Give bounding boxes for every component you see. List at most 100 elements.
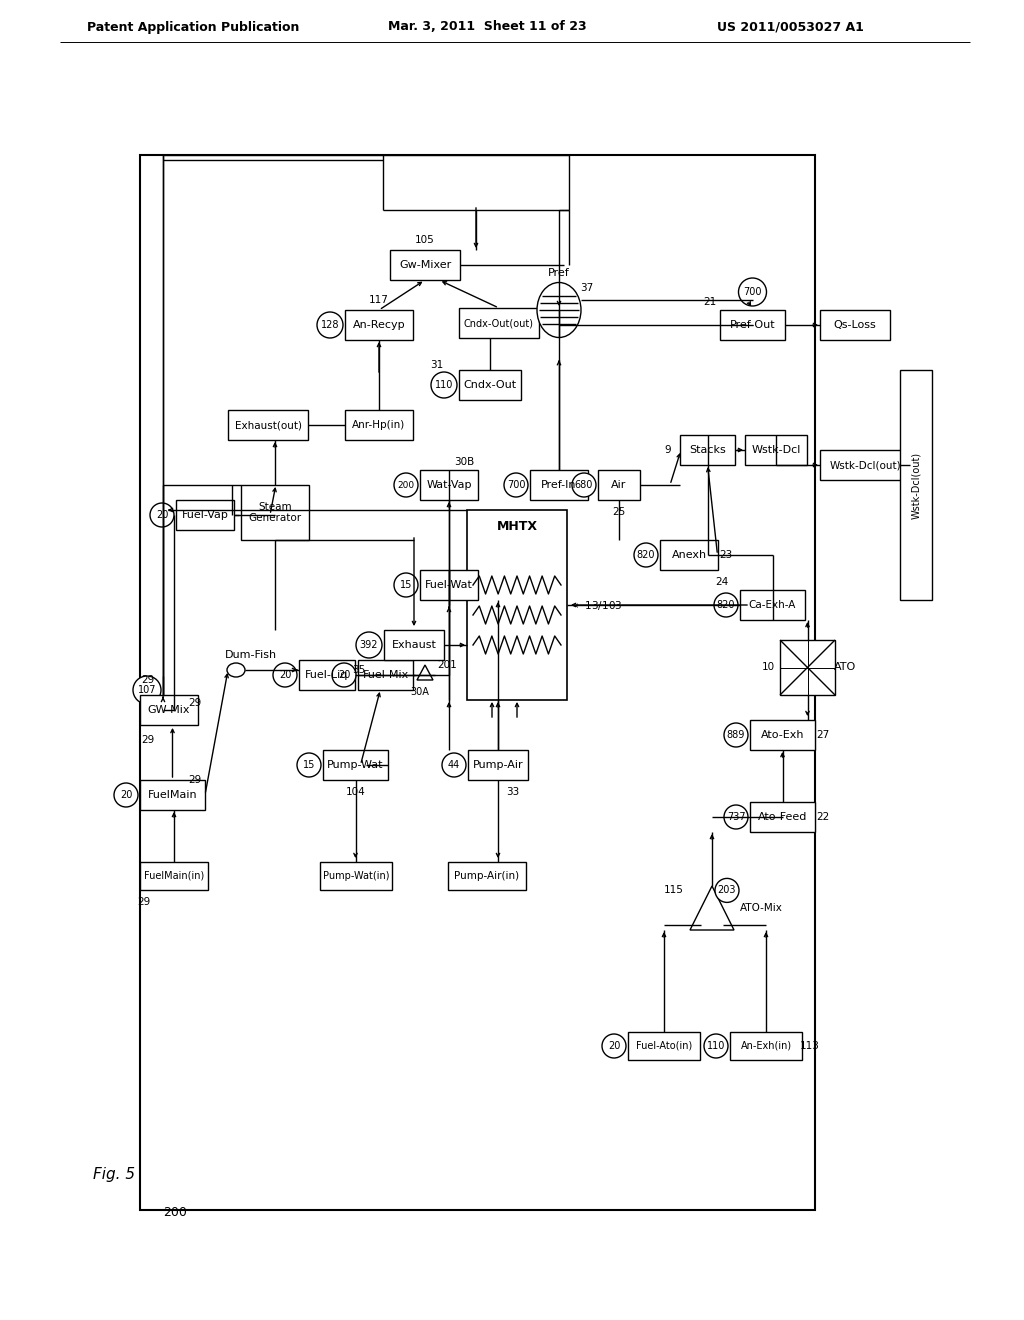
Bar [228,411,308,440]
Text: 9: 9 [665,445,672,455]
Bar [820,450,910,480]
Text: 20: 20 [120,789,132,800]
Text: Steam
Generator: Steam Generator [249,502,301,523]
Bar [720,310,785,341]
Text: 29: 29 [141,675,155,685]
Bar [345,411,413,440]
Text: 15: 15 [399,579,413,590]
Text: 737: 737 [727,812,745,822]
Text: Pref-Out: Pref-Out [730,319,775,330]
Circle shape [738,279,767,306]
Text: 20: 20 [279,671,291,680]
Text: Fig. 5: Fig. 5 [93,1167,135,1183]
Text: 128: 128 [321,319,339,330]
Text: 115: 115 [665,886,684,895]
Text: 110: 110 [707,1041,725,1051]
Bar [345,310,413,341]
Bar [140,696,198,725]
Text: Fuel-Vap: Fuel-Vap [181,510,228,520]
Text: 29: 29 [188,698,202,708]
Bar [598,470,640,500]
Bar [140,862,208,890]
Text: Wat-Vap: Wat-Vap [426,480,472,490]
Text: 201: 201 [437,660,457,671]
Circle shape [715,878,739,903]
Circle shape [394,573,418,597]
Bar [660,540,718,570]
Bar [468,750,528,780]
Text: 44: 44 [447,760,460,770]
Polygon shape [417,665,433,680]
Bar [730,1032,802,1060]
Text: 200: 200 [397,480,415,490]
Text: Cndx-Out: Cndx-Out [464,380,516,389]
Bar [628,1032,700,1060]
Text: 104: 104 [346,787,366,797]
Bar [745,436,807,465]
Bar [319,862,392,890]
Text: 22: 22 [816,812,829,822]
Text: 31: 31 [430,360,443,370]
Ellipse shape [537,282,581,338]
Text: ATO: ATO [834,663,856,672]
Text: Cndx-Out(out): Cndx-Out(out) [464,318,534,327]
Text: $\leftarrow$13/103: $\leftarrow$13/103 [572,598,623,611]
Text: 110: 110 [435,380,454,389]
Circle shape [705,1034,728,1059]
Circle shape [634,543,658,568]
Bar [820,310,890,341]
Text: 29: 29 [141,735,155,744]
Bar [140,780,205,810]
Bar [420,570,478,601]
Text: Dum-Fish: Dum-Fish [225,649,278,660]
Text: Patent Application Publication: Patent Application Publication [87,21,299,33]
Text: 27: 27 [816,730,829,741]
Text: MHTX: MHTX [497,520,538,532]
Text: 20: 20 [608,1041,621,1051]
Text: Fuel-Wat: Fuel-Wat [425,579,473,590]
Polygon shape [690,886,734,931]
Text: 820: 820 [717,601,735,610]
Text: FuelMain: FuelMain [147,789,198,800]
Text: 33: 33 [507,787,519,797]
Circle shape [724,805,748,829]
Text: US 2011/0053027 A1: US 2011/0053027 A1 [717,21,863,33]
Text: 700: 700 [743,286,762,297]
Text: 107: 107 [138,685,157,696]
Bar [780,640,835,696]
Text: Air: Air [611,480,627,490]
Text: Gw-Mixer: Gw-Mixer [399,260,452,271]
Text: Mar. 3, 2011  Sheet 11 of 23: Mar. 3, 2011 Sheet 11 of 23 [388,21,587,33]
Circle shape [431,372,457,399]
Bar [241,484,309,540]
Text: 23: 23 [720,550,732,560]
Circle shape [572,473,596,498]
Text: Exhaust: Exhaust [391,640,436,649]
Text: 117: 117 [369,294,389,305]
Text: Exhaust(out): Exhaust(out) [234,420,301,430]
Text: 200: 200 [163,1205,186,1218]
Text: 37: 37 [581,282,594,293]
Text: GW-Mix: GW-Mix [147,705,190,715]
Circle shape [114,783,138,807]
Bar [449,862,526,890]
Text: Wstk-Dcl(out): Wstk-Dcl(out) [829,459,901,470]
Text: 30A: 30A [411,686,429,697]
Text: An-Exh(in): An-Exh(in) [740,1041,792,1051]
Text: 820: 820 [637,550,655,560]
Bar [323,750,388,780]
Text: Pump-Wat(in): Pump-Wat(in) [323,871,389,880]
Bar [740,590,805,620]
Text: Wstk-Dcl(out): Wstk-Dcl(out) [911,451,921,519]
Text: 392: 392 [359,640,378,649]
Circle shape [442,752,466,777]
Text: 203: 203 [718,886,736,895]
Text: Pump-Air(in): Pump-Air(in) [455,871,519,880]
Text: Pref-In: Pref-In [542,480,577,490]
Text: Anr-Hp(in): Anr-Hp(in) [352,420,406,430]
Text: 680: 680 [574,480,593,490]
Text: 29: 29 [188,775,202,785]
Circle shape [602,1034,626,1059]
Text: Pump-Air: Pump-Air [473,760,523,770]
Bar [750,803,815,832]
